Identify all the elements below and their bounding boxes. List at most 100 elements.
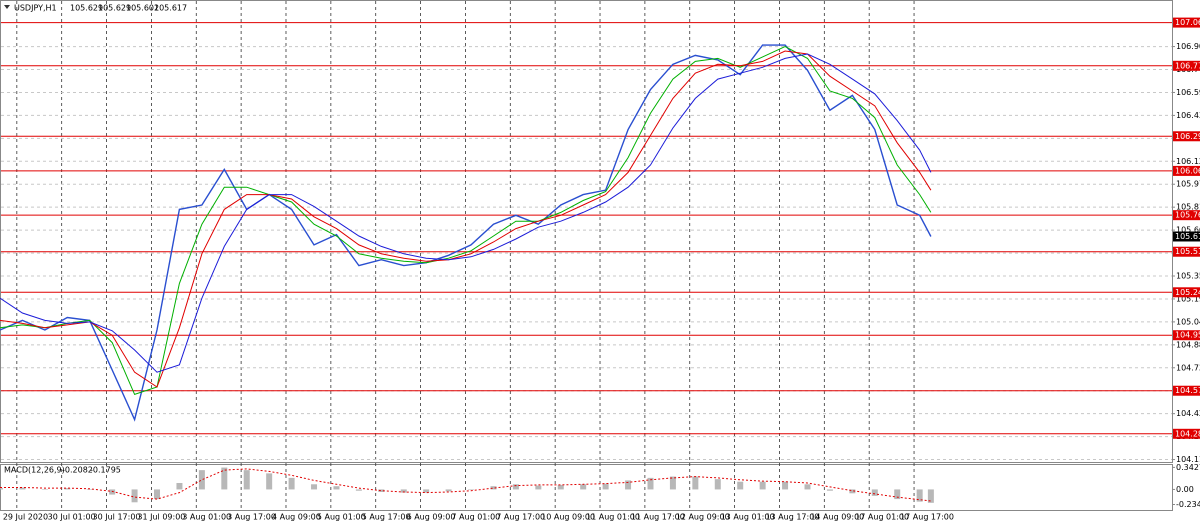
macd-value: -0.2082 — [62, 466, 93, 475]
macd-signal-value: -0.1795 — [90, 466, 121, 475]
macd-y-tick-label: -0.2345 — [1176, 500, 1200, 509]
x-tick-label: 7 Aug 17:00 — [496, 513, 545, 522]
series-line — [0, 50, 932, 388]
x-tick-label: 17 Aug 01:00 — [855, 513, 909, 522]
level-label: 105.761 — [1175, 211, 1200, 220]
level-box — [1173, 246, 1200, 257]
histogram-bar — [894, 489, 901, 500]
histogram-bar — [131, 489, 138, 503]
level-box — [1173, 385, 1200, 396]
histogram-bar — [826, 489, 833, 491]
level-box — [1173, 210, 1200, 221]
x-tick-label: 13 Aug 17:00 — [765, 513, 819, 522]
level-label: 104.950 — [1175, 331, 1200, 340]
y-tick-label: 104.730 — [1176, 363, 1200, 372]
level-box — [1173, 428, 1200, 439]
histogram-bar — [804, 484, 811, 490]
series-line — [0, 44, 932, 422]
histogram-bar — [400, 489, 407, 493]
macd-y-tick-label: 0.00 — [1176, 485, 1194, 494]
series-line — [0, 53, 932, 373]
menu-icon[interactable] — [4, 5, 10, 9]
x-tick-label: 11 Aug 01:00 — [586, 513, 640, 522]
x-tick-label: 12 Aug 09:00 — [676, 513, 730, 522]
y-tick-label: 106.590 — [1176, 88, 1200, 97]
histogram-bar — [737, 481, 744, 490]
histogram-bar — [378, 489, 385, 492]
y-tick-label: 104.110 — [1176, 455, 1200, 464]
level-box — [1173, 60, 1200, 71]
y-tick-label: 105.195 — [1176, 294, 1200, 303]
x-tick-label: 14 Aug 09:00 — [810, 513, 864, 522]
signal-line — [0, 468, 931, 502]
histogram-bar — [714, 479, 721, 490]
header: USDJPY,H1 105.629 105.629 105.602 105.61… — [14, 4, 187, 13]
ohlc-high: 105.629 — [98, 4, 131, 13]
histogram-bar — [490, 486, 497, 490]
level-label: 105.240 — [1175, 288, 1200, 297]
x-tick-label: 17 Aug 17:00 — [900, 513, 954, 522]
histogram-bar — [423, 489, 430, 493]
x-tick-label: 30 Jul 17:00 — [93, 513, 141, 522]
main-panel — [0, 0, 1173, 463]
histogram-bar — [669, 476, 676, 490]
macd-title: MACD(12,26,9) — [4, 466, 65, 475]
histogram-bar — [288, 477, 295, 490]
level-label: 107.062 — [1175, 18, 1200, 27]
histogram-bar — [355, 489, 362, 491]
level-label: 105.514 — [1175, 247, 1200, 256]
ohlc-close: 105.617 — [154, 4, 187, 13]
y-tick-label: 105.040 — [1176, 317, 1200, 326]
level-label: 106.770 — [1175, 61, 1200, 70]
histogram-bar — [512, 484, 519, 490]
level-label: 106.060 — [1175, 166, 1200, 175]
histogram-bar — [41, 489, 48, 490]
level-label: 104.284 — [1175, 429, 1200, 438]
histogram-bar — [221, 467, 228, 490]
histogram-bar — [647, 477, 654, 490]
x-tick-label: 6 Aug 09:00 — [407, 513, 456, 522]
histogram-bar — [311, 484, 318, 490]
ohlc-low: 105.602 — [126, 4, 159, 13]
level-label: 104.575 — [1175, 386, 1200, 395]
histogram-bar — [557, 484, 564, 490]
x-tick-label: 5 Aug 17:00 — [362, 513, 411, 522]
level-box — [1173, 287, 1200, 298]
y-tick-label: 105.970 — [1176, 180, 1200, 189]
histogram-bar — [333, 486, 340, 490]
x-tick-label: 11 Aug 17:00 — [631, 513, 685, 522]
histogram-bar — [625, 480, 632, 490]
x-tick-label: 4 Aug 09:00 — [272, 513, 321, 522]
histogram-bar — [849, 489, 856, 494]
histogram-bar — [86, 489, 93, 490]
histogram-bar — [692, 476, 699, 490]
histogram-bar — [759, 481, 766, 490]
x-tick-label: 29 Jul 2020 — [3, 513, 48, 522]
level-box — [1173, 131, 1200, 142]
histogram-bar — [266, 473, 273, 490]
y-tick-label: 104.420 — [1176, 409, 1200, 418]
current-label: 105.617 — [1175, 232, 1200, 241]
histogram-bar — [243, 470, 250, 490]
histogram-bar — [468, 489, 475, 490]
macd-y-tick-label: 0.3427 — [1176, 463, 1200, 472]
histogram-bar — [927, 489, 934, 503]
x-tick-label: 5 Aug 01:00 — [317, 513, 366, 522]
histogram-bar — [445, 489, 452, 492]
histogram-bar — [916, 489, 923, 502]
y-tick-label: 105.815 — [1176, 203, 1200, 212]
y-tick-label: 106.435 — [1176, 111, 1200, 120]
histogram-bar — [602, 483, 609, 490]
x-tick-label: 7 Aug 01:00 — [451, 513, 500, 522]
x-tick-label: 13 Aug 01:00 — [721, 513, 775, 522]
x-tick-label: 3 Aug 17:00 — [227, 513, 276, 522]
x-tick-label: 31 Jul 09:00 — [137, 513, 185, 522]
histogram-bar — [154, 489, 161, 500]
histogram-bar — [19, 487, 26, 490]
level-box — [1173, 17, 1200, 28]
x-tick-label: 10 Aug 09:00 — [541, 513, 595, 522]
y-tick-label: 106.125 — [1176, 157, 1200, 166]
histogram-bar — [0, 488, 3, 490]
ohlc-open: 105.629 — [70, 4, 103, 13]
